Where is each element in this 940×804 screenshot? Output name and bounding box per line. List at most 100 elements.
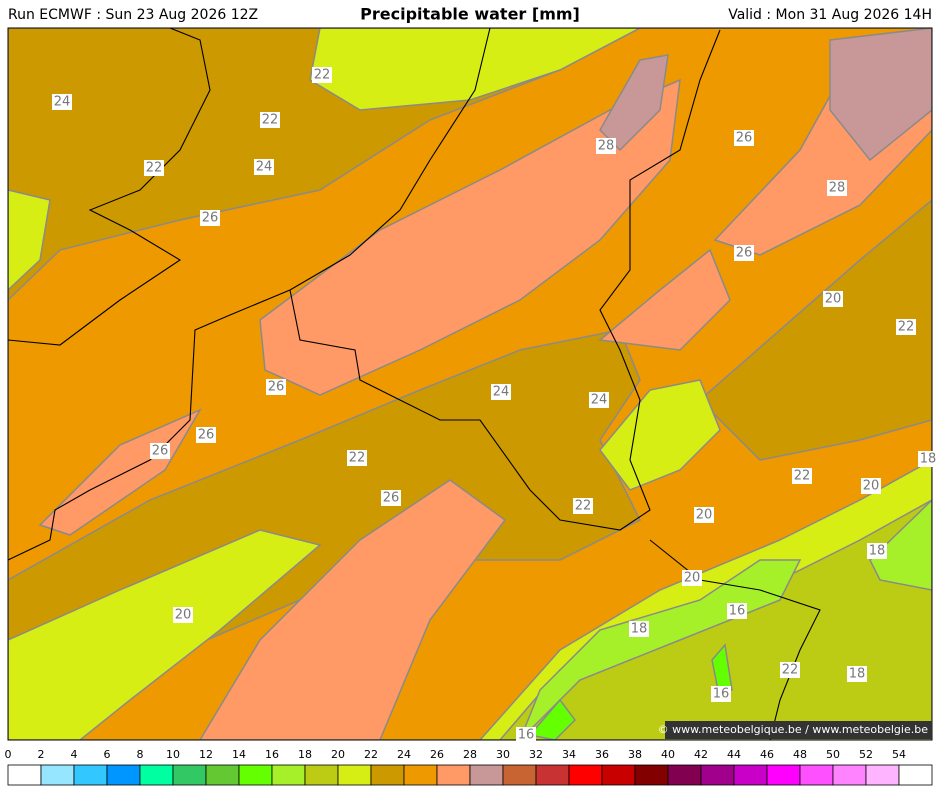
field xyxy=(698,199,932,461)
label-bg xyxy=(734,245,754,261)
color-box xyxy=(502,764,537,786)
label-text: 22 xyxy=(794,469,811,484)
color-box xyxy=(766,764,801,786)
label-text: 26 xyxy=(736,131,753,146)
label-bg xyxy=(589,392,609,408)
label-bg xyxy=(573,498,593,514)
color-box xyxy=(634,764,669,786)
colorbar-tick-label: 44 xyxy=(727,748,741,761)
label-bg xyxy=(734,130,754,146)
colorbar-tick-label: 28 xyxy=(463,748,477,761)
contour-label: 16 xyxy=(727,603,747,619)
label-text: 20 xyxy=(696,508,713,523)
label-bg xyxy=(867,543,887,559)
label-bg xyxy=(694,507,714,523)
color-box xyxy=(370,764,405,786)
label-bg xyxy=(629,621,649,637)
color-box xyxy=(469,764,504,786)
color-box xyxy=(205,764,240,786)
label-bg xyxy=(918,451,938,467)
label-text: 18 xyxy=(849,667,866,682)
colorbar-tick-label: 26 xyxy=(430,748,444,761)
contour-label: 20 xyxy=(173,607,193,623)
colorbar-tick-label: 46 xyxy=(760,748,774,761)
color-box xyxy=(667,764,702,786)
colorbar-tick-label: 18 xyxy=(298,748,312,761)
label-text: 16 xyxy=(729,604,746,619)
field xyxy=(528,643,733,740)
contour-label: 16 xyxy=(711,686,731,702)
colorbar-tick-label: 8 xyxy=(137,748,144,761)
label-text: 26 xyxy=(383,491,400,506)
colorbar-tick-label: 22 xyxy=(364,748,378,761)
label-text: 16 xyxy=(713,687,730,702)
colorbar-tick-label: 30 xyxy=(496,748,510,761)
label-bg xyxy=(682,570,702,586)
label-text: 24 xyxy=(256,160,273,175)
label-bg xyxy=(727,603,747,619)
contour-label: 22 xyxy=(144,160,164,176)
contour-label: 18 xyxy=(847,666,867,682)
run-label: Run ECMWF : Sun 23 Aug 2026 12Z xyxy=(8,7,258,23)
contour-label: 24 xyxy=(589,392,609,408)
label-bg xyxy=(312,67,332,83)
contour-label: 22 xyxy=(312,67,332,83)
contour-label: 24 xyxy=(254,159,274,175)
label-bg xyxy=(780,662,800,678)
label-text: 20 xyxy=(684,571,701,586)
map xyxy=(8,28,932,740)
colorbar-tick-label: 4 xyxy=(71,748,78,761)
colorbar-tick-label: 42 xyxy=(694,748,708,761)
color-box xyxy=(535,764,570,786)
label-bg xyxy=(491,384,511,400)
coastline xyxy=(8,28,491,561)
color-box xyxy=(403,764,438,786)
label-bg xyxy=(196,427,216,443)
label-text: 26 xyxy=(736,246,753,261)
label-text: 24 xyxy=(54,95,71,110)
label-text: 22 xyxy=(782,663,799,678)
label-text: 18 xyxy=(920,452,937,467)
colorbar-tick-label: 52 xyxy=(859,748,873,761)
label-bg xyxy=(381,490,401,506)
field xyxy=(8,529,322,740)
color-box xyxy=(139,764,174,786)
label-bg xyxy=(144,160,164,176)
color-box xyxy=(40,764,75,786)
contour-label: 28 xyxy=(596,138,616,154)
label-bg xyxy=(200,210,220,226)
label-text: 22 xyxy=(575,499,592,514)
contour-label: 18 xyxy=(867,543,887,559)
color-box xyxy=(568,764,603,786)
contour-label: 26 xyxy=(150,443,170,459)
label-bg xyxy=(150,443,170,459)
contour-label: 16 xyxy=(516,727,536,743)
colorbar-tick-label: 14 xyxy=(232,748,246,761)
contour-label: 20 xyxy=(861,478,881,494)
label-bg xyxy=(711,686,731,702)
contour-label: 20 xyxy=(694,507,714,523)
label-text: 20 xyxy=(825,292,842,307)
color-box xyxy=(7,764,42,786)
colorbar-tick-label: 20 xyxy=(331,748,345,761)
valid-label: Valid : Mon 31 Aug 2026 14H xyxy=(728,7,932,23)
colorbar-tick-label: 50 xyxy=(826,748,840,761)
colorbar-tick-label: 16 xyxy=(265,748,279,761)
colorbar-tick-label: 24 xyxy=(397,748,411,761)
field xyxy=(8,189,51,292)
contour-label: 28 xyxy=(827,180,847,196)
contour-label: 26 xyxy=(200,210,220,226)
color-box xyxy=(106,764,141,786)
label-bg xyxy=(847,666,867,682)
label-bg xyxy=(596,138,616,154)
label-bg xyxy=(516,727,536,743)
contour-label: 22 xyxy=(260,112,280,128)
border xyxy=(289,29,721,531)
colorbar-tick-label: 32 xyxy=(529,748,543,761)
contour-label: 22 xyxy=(896,319,916,335)
contour-label: 26 xyxy=(734,130,754,146)
color-box xyxy=(304,764,339,786)
field xyxy=(309,28,641,111)
contour-label: 26 xyxy=(734,245,754,261)
